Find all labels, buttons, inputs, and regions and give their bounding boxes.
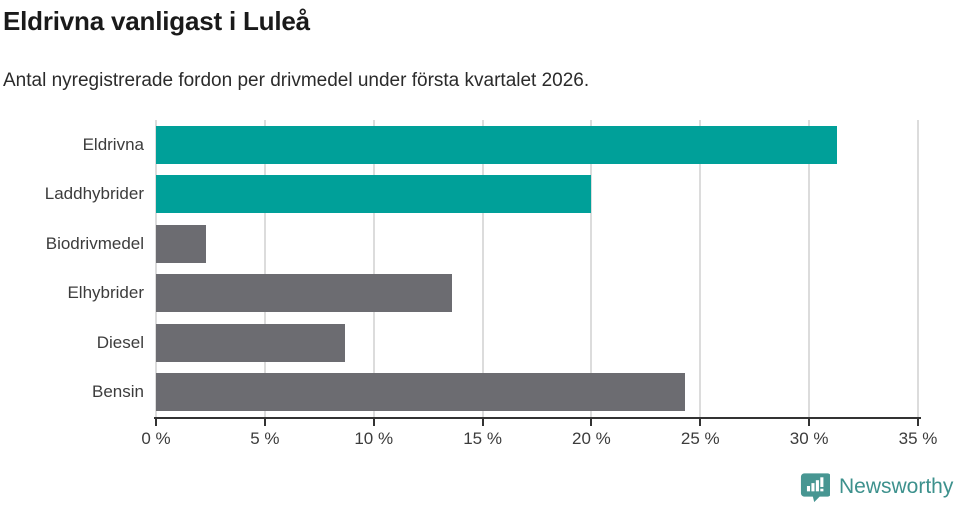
bar-elhybrider <box>156 274 453 313</box>
x-tick <box>917 417 919 426</box>
x-tick <box>481 417 484 426</box>
x-tick-label: 20 % <box>572 429 611 448</box>
category-label-diesel: Diesel <box>96 332 144 352</box>
bar-biodrivmedel <box>156 224 207 263</box>
y-axis-labels: Eldrivna Laddhybrider Biodrivmedel Elhybrid… <box>0 120 144 417</box>
bar-row <box>156 170 918 220</box>
bar-laddhybrider <box>156 175 592 214</box>
category-label-elhybrider: Elhybrider <box>67 283 144 303</box>
bar-row <box>156 318 918 368</box>
newsworthy-logo[interactable]: Newsworthy <box>799 471 953 502</box>
x-tick-label: 35 % <box>898 429 938 448</box>
x-tick <box>808 417 811 426</box>
x-tick <box>699 417 702 426</box>
page-subtitle: Antal nyregistrerade fordon per drivmede… <box>3 70 590 91</box>
gridline <box>590 120 593 417</box>
gridline <box>808 120 811 417</box>
x-tick <box>155 417 157 426</box>
x-tick-label: 30 % <box>789 429 829 448</box>
gridline <box>155 120 157 417</box>
bar-eldrivna <box>156 125 838 164</box>
bar-row <box>156 120 918 170</box>
bar-row <box>156 219 918 269</box>
gridline <box>699 120 702 417</box>
category-label-bensin: Bensin <box>92 382 144 402</box>
x-tick-label: 25 % <box>680 429 720 448</box>
gridline <box>481 120 484 417</box>
x-tick-label: 0 % <box>141 429 171 448</box>
plot-area <box>155 120 919 418</box>
x-axis-line <box>154 417 921 419</box>
x-tick-label: 10 % <box>354 429 394 448</box>
bar-diesel <box>156 323 346 362</box>
page-title: Eldrivna vanligast i Luleå <box>3 6 310 36</box>
x-tick <box>372 417 375 426</box>
bar-bensin <box>156 373 686 412</box>
gridline <box>263 120 266 417</box>
brand-name: Newsworthy <box>839 474 954 498</box>
category-label-biodrivmedel: Biodrivmedel <box>45 233 144 253</box>
x-axis: 0 % 5 % 10 % 15 % 20 % 25 % 30 % 35 % <box>141 417 937 453</box>
x-tick <box>590 417 593 426</box>
category-label-laddhybrider: Laddhybrider <box>44 184 144 204</box>
x-tick-label: 5 % <box>250 429 280 448</box>
category-label-eldrivna: Eldrivna <box>82 134 144 154</box>
bar-row <box>156 269 918 319</box>
newsworthy-logo-icon <box>799 471 830 502</box>
gridline <box>917 120 919 417</box>
bar-row <box>156 368 918 418</box>
x-tick-label: 15 % <box>463 429 502 448</box>
x-tick <box>263 417 266 426</box>
gridline <box>372 120 375 417</box>
